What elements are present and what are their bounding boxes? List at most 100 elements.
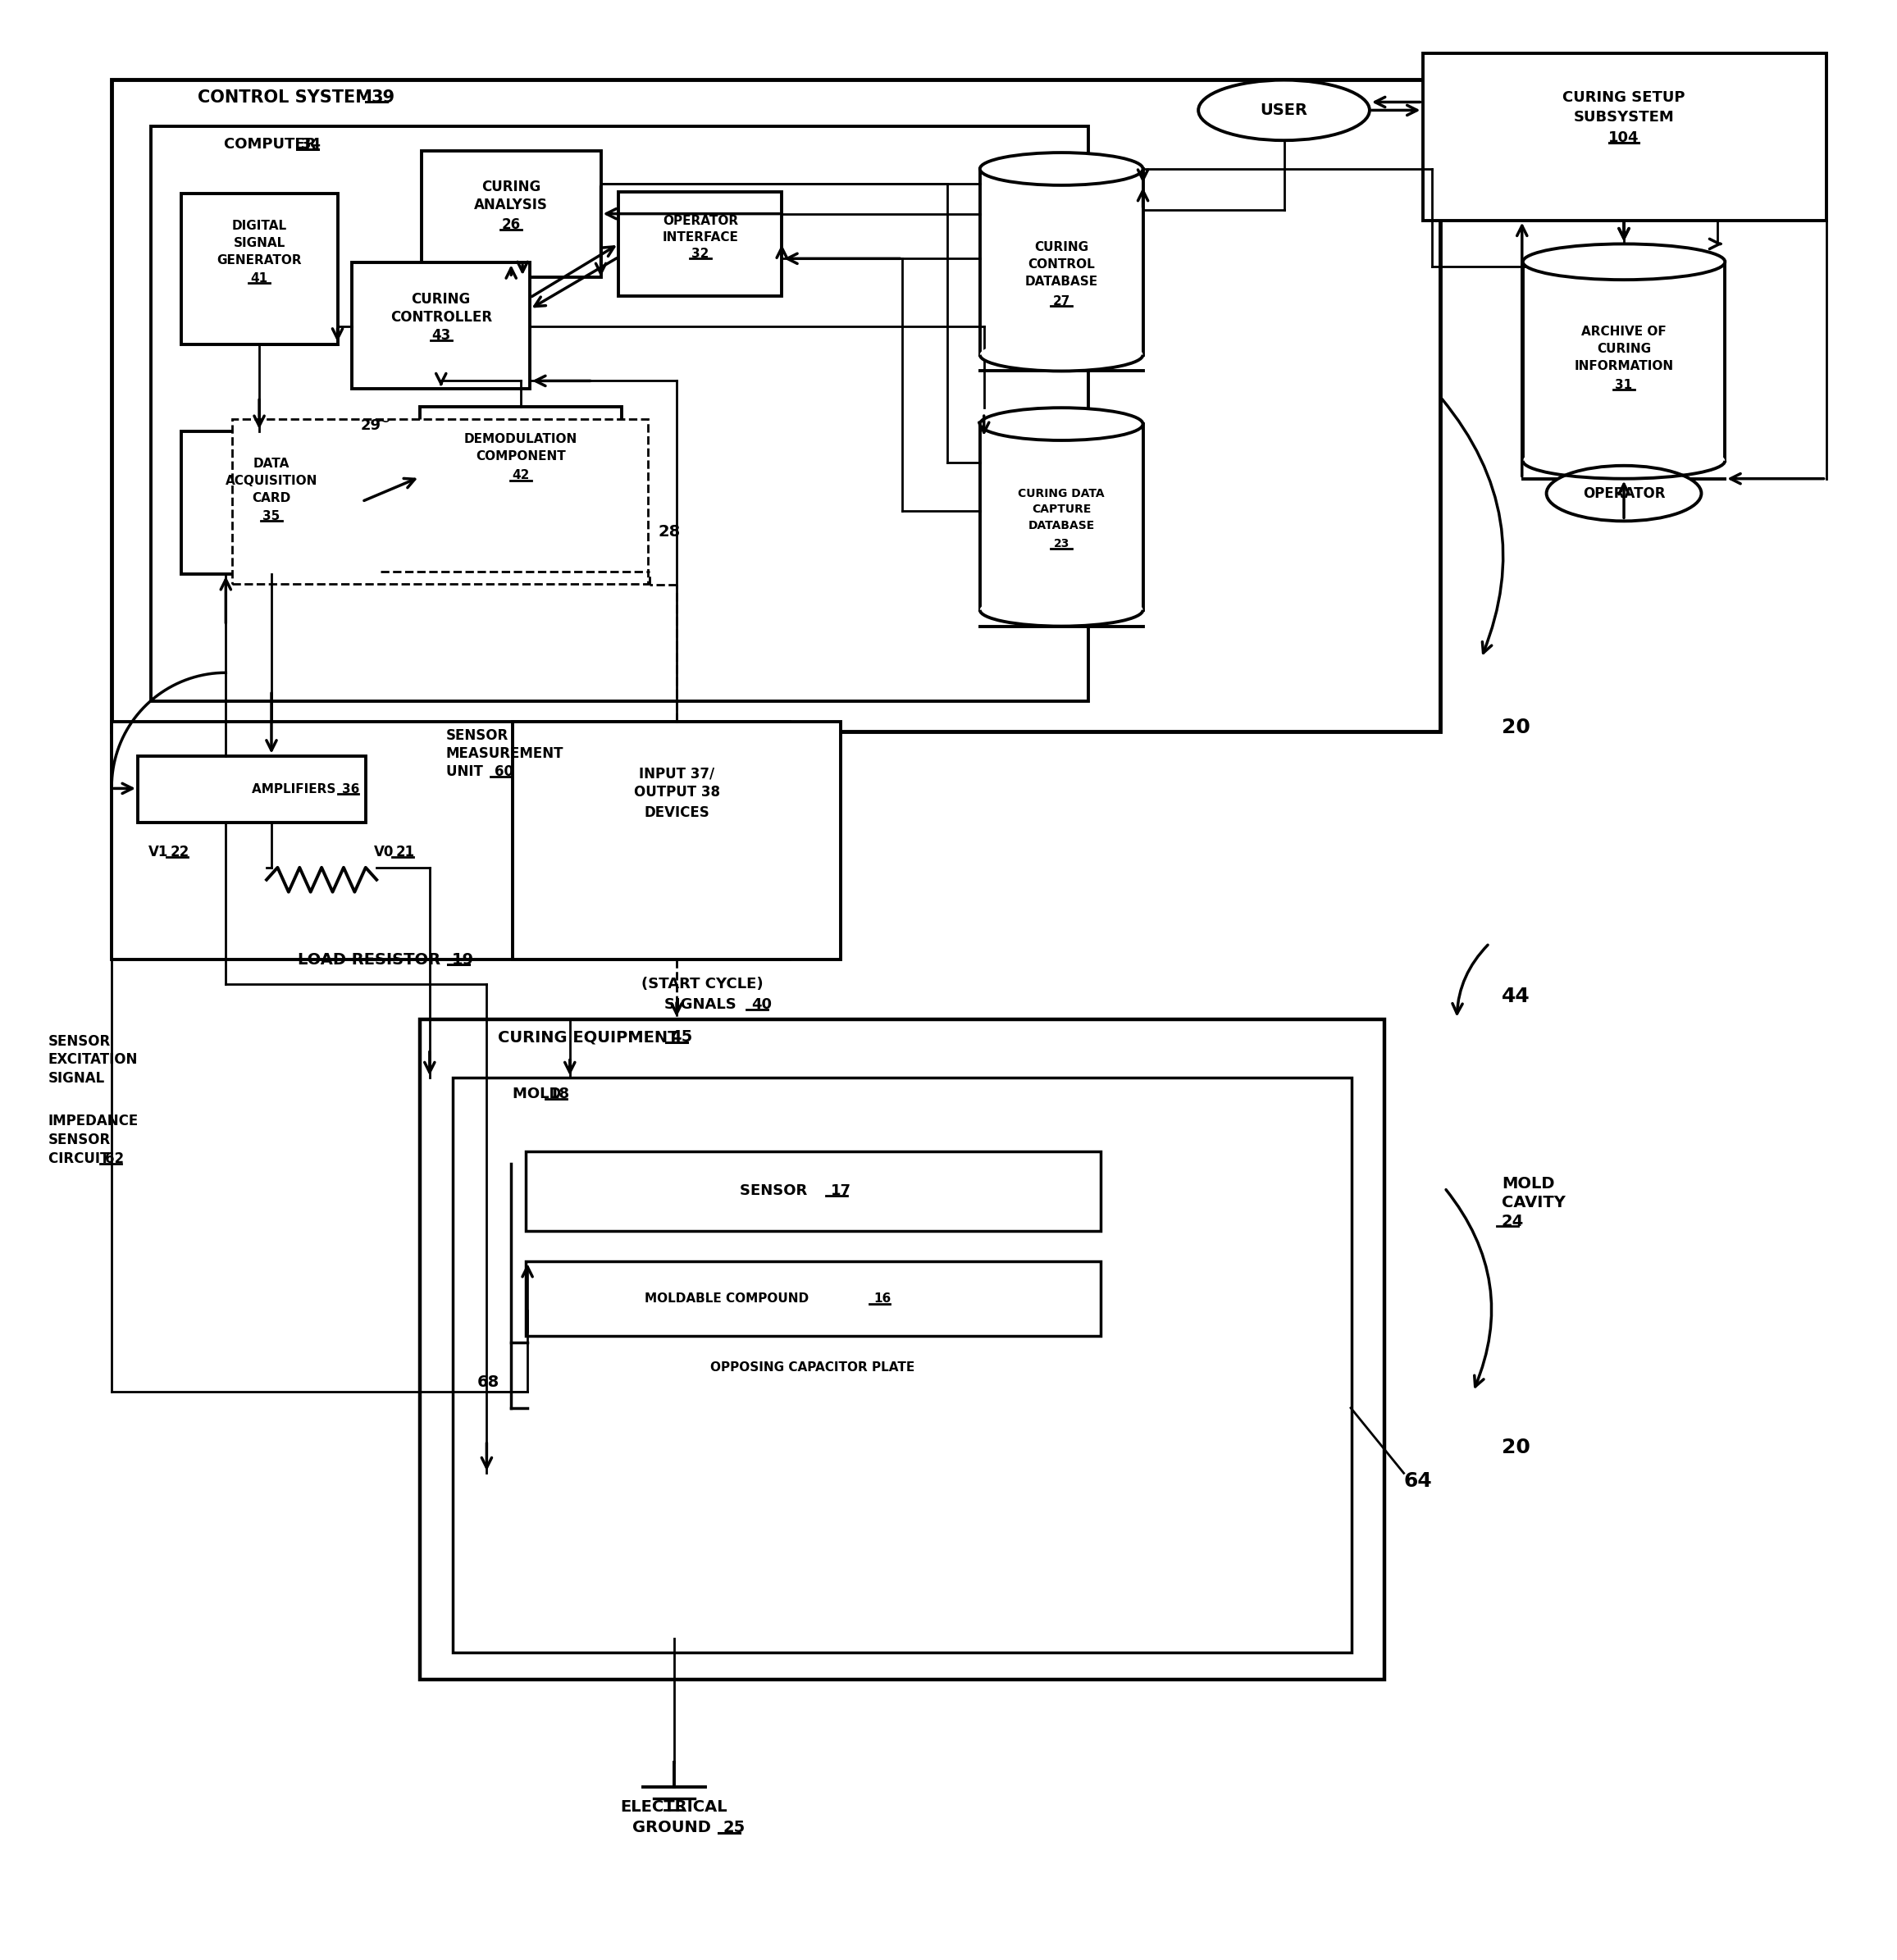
Text: 29: 29 [360, 417, 381, 433]
Text: COMPONENT: COMPONENT [476, 451, 565, 463]
Polygon shape [618, 192, 782, 296]
Text: ACQUISITION: ACQUISITION [226, 474, 317, 488]
Text: CIRCUIT: CIRCUIT [47, 1151, 114, 1166]
Text: 24: 24 [1502, 1213, 1523, 1229]
Text: 20: 20 [1502, 717, 1531, 737]
Text: CONTROL: CONTROL [1028, 259, 1095, 270]
Polygon shape [512, 721, 840, 960]
Text: 60: 60 [495, 764, 514, 778]
Text: CAPTURE: CAPTURE [1032, 504, 1091, 515]
Polygon shape [231, 419, 649, 584]
Text: 39: 39 [372, 88, 395, 106]
Text: INTERFACE: INTERFACE [662, 231, 738, 243]
Text: INFORMATION: INFORMATION [1575, 361, 1673, 372]
Text: CAVITY: CAVITY [1502, 1196, 1565, 1211]
Text: DEMODULATION: DEMODULATION [465, 433, 577, 445]
Polygon shape [150, 127, 1089, 702]
Text: LOAD RESISTOR: LOAD RESISTOR [298, 953, 446, 968]
Ellipse shape [981, 594, 1142, 627]
Text: 23: 23 [1053, 539, 1070, 549]
Text: MEASUREMENT: MEASUREMENT [446, 747, 563, 760]
Text: CONTROLLER: CONTROLLER [391, 310, 491, 325]
Text: CARD: CARD [252, 492, 290, 504]
Text: AMPLIFIERS: AMPLIFIERS [252, 784, 340, 796]
Text: 104: 104 [1609, 131, 1639, 145]
Text: 32: 32 [692, 247, 709, 261]
Ellipse shape [1523, 243, 1724, 280]
Text: MOLDABLE COMPOUND: MOLDABLE COMPOUND [645, 1292, 812, 1305]
Text: CURING DATA: CURING DATA [1019, 488, 1104, 500]
Text: 44: 44 [1502, 986, 1531, 1005]
Text: 18: 18 [550, 1086, 571, 1102]
Text: 43: 43 [431, 327, 451, 343]
Text: ARCHIVE OF: ARCHIVE OF [1582, 325, 1666, 337]
Text: ANALYSIS: ANALYSIS [474, 198, 548, 212]
Text: 62: 62 [104, 1151, 123, 1166]
Text: 21: 21 [396, 845, 415, 858]
Text: OPERATOR: OPERATOR [1582, 486, 1666, 500]
Ellipse shape [981, 339, 1142, 370]
Polygon shape [981, 441, 1142, 627]
Text: UNIT: UNIT [446, 764, 488, 778]
Text: DEVICES: DEVICES [643, 806, 709, 821]
Text: 42: 42 [512, 468, 529, 482]
Text: SENSOR: SENSOR [47, 1133, 110, 1147]
Text: 27: 27 [1053, 294, 1070, 308]
Text: DATABASE: DATABASE [1028, 519, 1095, 531]
Text: GROUND: GROUND [632, 1821, 717, 1837]
Text: ELECTRICAL: ELECTRICAL [620, 1799, 728, 1815]
Text: 26: 26 [501, 218, 520, 231]
Ellipse shape [1199, 80, 1370, 141]
Polygon shape [180, 194, 338, 345]
Ellipse shape [981, 408, 1142, 441]
Text: 17: 17 [831, 1184, 852, 1198]
Text: 31: 31 [1614, 378, 1633, 392]
Text: V0: V0 [374, 845, 395, 858]
Polygon shape [453, 1078, 1353, 1652]
Text: CONTROL SYSTEM: CONTROL SYSTEM [197, 88, 378, 106]
Text: CURING EQUIPMENT: CURING EQUIPMENT [499, 1029, 685, 1045]
Polygon shape [419, 1019, 1385, 1680]
Text: 22: 22 [171, 845, 190, 858]
Text: SENSOR: SENSOR [446, 727, 508, 743]
Text: CURING: CURING [1597, 343, 1650, 355]
Text: EXCITATION: EXCITATION [47, 1053, 138, 1068]
Text: DATA: DATA [254, 459, 290, 470]
Text: COMPUTER: COMPUTER [224, 137, 321, 151]
Polygon shape [525, 1260, 1100, 1337]
Text: 45: 45 [670, 1029, 692, 1045]
Text: SIGNALS: SIGNALS [664, 998, 742, 1011]
Text: SENSOR: SENSOR [740, 1184, 812, 1198]
Ellipse shape [981, 153, 1142, 184]
Text: V1: V1 [148, 845, 169, 858]
Text: OUTPUT 38: OUTPUT 38 [634, 786, 719, 800]
Text: SIGNAL: SIGNAL [47, 1072, 104, 1086]
Text: SUBSYSTEM: SUBSYSTEM [1575, 110, 1675, 125]
Text: DIGITAL: DIGITAL [231, 220, 286, 231]
Text: GENERATOR: GENERATOR [216, 255, 302, 267]
Text: 68: 68 [476, 1374, 499, 1390]
Text: USER: USER [1260, 102, 1307, 118]
Text: (START CYCLE): (START CYCLE) [641, 976, 764, 992]
Text: SIGNAL: SIGNAL [233, 237, 285, 249]
Text: SENSOR: SENSOR [47, 1033, 110, 1049]
Text: CURING SETUP: CURING SETUP [1563, 90, 1685, 106]
Polygon shape [419, 408, 622, 547]
Polygon shape [180, 431, 362, 574]
Text: OPPOSING CAPACITOR PLATE: OPPOSING CAPACITOR PLATE [711, 1360, 914, 1374]
Text: 25: 25 [723, 1821, 746, 1837]
Text: 40: 40 [751, 998, 772, 1011]
Text: 20: 20 [1502, 1437, 1531, 1456]
Polygon shape [1423, 53, 1827, 220]
Text: MOLD: MOLD [512, 1086, 567, 1102]
Text: MOLD: MOLD [1502, 1176, 1554, 1192]
Polygon shape [525, 1151, 1100, 1231]
Polygon shape [1523, 280, 1724, 478]
Text: OPERATOR: OPERATOR [662, 216, 738, 227]
Text: IMPEDANCE: IMPEDANCE [47, 1113, 138, 1129]
Text: 19: 19 [451, 953, 474, 968]
Ellipse shape [1523, 443, 1724, 478]
Polygon shape [112, 721, 789, 960]
Text: CURING: CURING [1034, 241, 1089, 253]
Text: ~: ~ [378, 414, 391, 429]
